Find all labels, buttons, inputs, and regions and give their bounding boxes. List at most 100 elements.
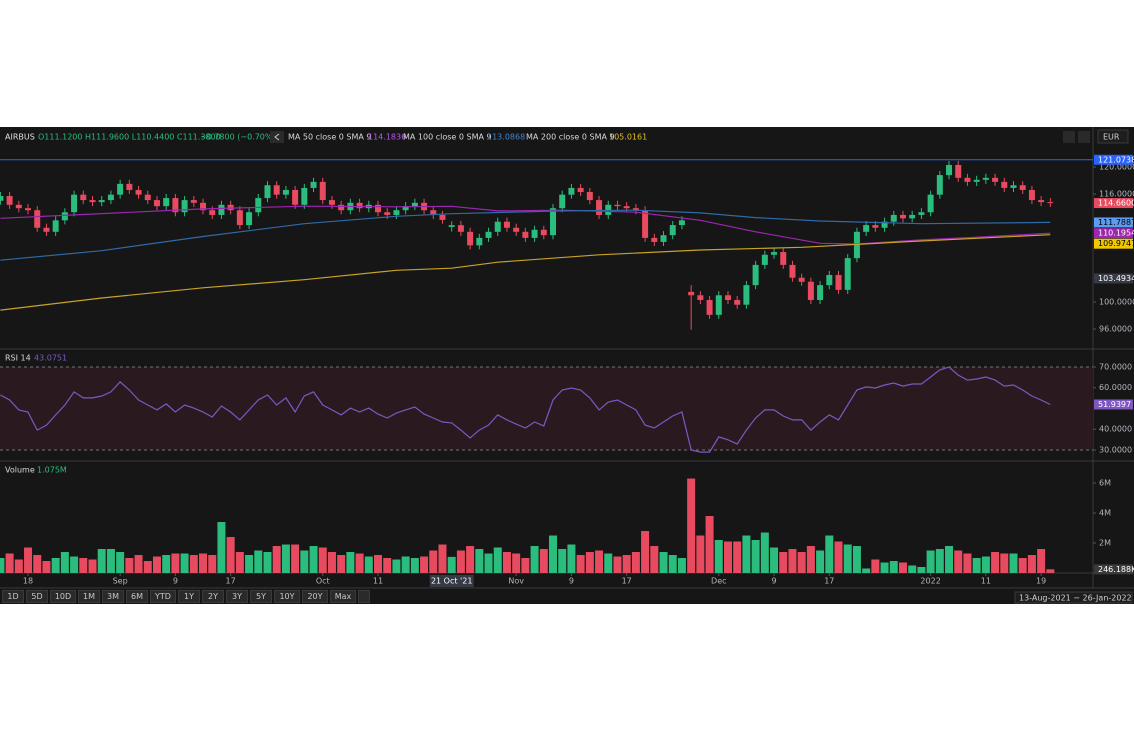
- volume-bar: [392, 559, 401, 573]
- volume-bar: [502, 552, 511, 573]
- volume-bar: [79, 558, 88, 573]
- candle-body: [780, 252, 787, 265]
- candle-body: [964, 177, 971, 182]
- refresh-button[interactable]: [1078, 131, 1090, 143]
- moving-average-line: [0, 234, 1051, 311]
- volume-bar: [972, 558, 981, 573]
- range-button[interactable]: 2Y: [202, 590, 224, 603]
- volume-bar: [714, 540, 723, 573]
- candle-body: [844, 258, 851, 290]
- volume-bar: [106, 549, 115, 573]
- candle-body: [457, 225, 464, 232]
- volume-bar: [742, 535, 751, 573]
- legend-value: 114.1836: [368, 133, 406, 142]
- download-button[interactable]: [1063, 131, 1075, 143]
- candle-body: [338, 204, 345, 211]
- volume-bar: [981, 556, 990, 573]
- candle-body: [135, 189, 142, 195]
- volume-bar: [963, 553, 972, 573]
- candle-body: [724, 295, 731, 300]
- range-button[interactable]: 1Y: [178, 590, 200, 603]
- volume-bar: [668, 555, 677, 573]
- candle-body: [264, 185, 271, 199]
- range-button[interactable]: 5D: [26, 590, 48, 603]
- volume-bar: [677, 558, 686, 573]
- candle-body: [89, 200, 96, 203]
- range-button[interactable]: 3Y: [226, 590, 248, 603]
- volume-bar: [908, 565, 917, 573]
- volume-bar: [852, 546, 861, 573]
- range-button[interactable]: 3M: [102, 590, 124, 603]
- candle-body: [485, 231, 492, 238]
- volume-bar: [641, 531, 650, 573]
- candle-body: [623, 206, 630, 209]
- candle-body: [25, 208, 32, 211]
- candle-body: [568, 187, 575, 195]
- y-tick-label: 40.0000: [1099, 425, 1132, 434]
- candle-body: [909, 214, 916, 219]
- candle-body: [1001, 181, 1008, 188]
- volume-bar: [97, 549, 106, 573]
- volume-bar: [346, 552, 355, 573]
- range-button[interactable]: 5Y: [250, 590, 272, 603]
- candle-body: [34, 210, 41, 228]
- volume-bar: [659, 552, 668, 573]
- volume-bar: [622, 555, 631, 573]
- volume-bar: [134, 555, 143, 573]
- volume-bar: [1046, 569, 1055, 573]
- volume-bar: [42, 561, 51, 573]
- volume-bar: [189, 555, 198, 573]
- volume-bar: [24, 547, 33, 573]
- candle-body: [227, 204, 234, 211]
- range-button[interactable]: YTD: [150, 590, 176, 603]
- volume-bar: [751, 540, 760, 573]
- date-range-box[interactable]: [1014, 591, 1133, 604]
- candle-body: [826, 275, 833, 286]
- candle-body: [153, 200, 160, 207]
- range-button[interactable]: Max: [330, 590, 356, 603]
- price-badge: [1094, 273, 1133, 284]
- volume-bar: [862, 568, 871, 573]
- settings-button[interactable]: [358, 590, 370, 603]
- volume-bar: [420, 556, 429, 573]
- range-button[interactable]: 6M: [126, 590, 148, 603]
- candle-body: [761, 254, 768, 265]
- candle-body: [632, 208, 639, 211]
- date-range: 13-Aug-2021 − 26-Jan-2022: [1019, 594, 1132, 603]
- price-badge: [1094, 217, 1133, 228]
- volume-badge-label: 246.188K: [1098, 565, 1134, 574]
- volume-bar: [143, 561, 152, 573]
- y-tick-label: 70.0000: [1099, 362, 1132, 371]
- volume-bar: [696, 535, 705, 573]
- volume-bar: [235, 552, 244, 573]
- candle-body: [292, 189, 299, 205]
- candle-body: [540, 229, 547, 236]
- range-button[interactable]: 1M: [78, 590, 100, 603]
- currency-select[interactable]: [1097, 129, 1129, 144]
- price-badge: [1094, 228, 1133, 239]
- candle-body: [181, 200, 188, 213]
- candle-body: [614, 204, 621, 207]
- range-button[interactable]: 1D: [2, 590, 24, 603]
- range-button[interactable]: 10Y: [274, 590, 300, 603]
- candle-body: [402, 206, 409, 211]
- volume-bar: [834, 541, 843, 573]
- candle-body: [439, 214, 446, 220]
- candle-body: [577, 187, 584, 192]
- volume-bar: [466, 546, 475, 573]
- y-tick-label: 120.0000: [1099, 163, 1134, 172]
- volume-bar: [116, 552, 125, 573]
- candle-body: [642, 210, 649, 238]
- currency: EUR: [1103, 133, 1120, 142]
- collapse-button[interactable]: [270, 131, 284, 143]
- volume-bar: [770, 547, 779, 573]
- volume-badge: [1094, 564, 1133, 575]
- range-button[interactable]: 10D: [50, 590, 76, 603]
- y-tick-label: 116.0000: [1099, 190, 1134, 199]
- range-button[interactable]: 20Y: [302, 590, 328, 603]
- price-badge-label: 114.6600: [1098, 199, 1134, 208]
- volume-bar: [456, 550, 465, 573]
- candle-body: [80, 194, 87, 201]
- candle-body: [163, 198, 170, 207]
- volume-bar: [14, 559, 23, 573]
